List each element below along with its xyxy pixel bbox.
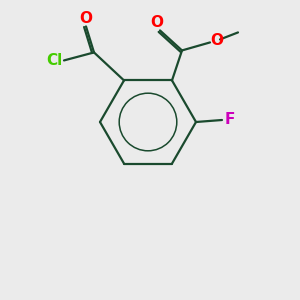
- Text: Cl: Cl: [46, 53, 62, 68]
- Text: O: O: [151, 15, 164, 30]
- Text: O: O: [80, 11, 92, 26]
- Text: F: F: [225, 112, 235, 127]
- Text: O: O: [211, 33, 224, 48]
